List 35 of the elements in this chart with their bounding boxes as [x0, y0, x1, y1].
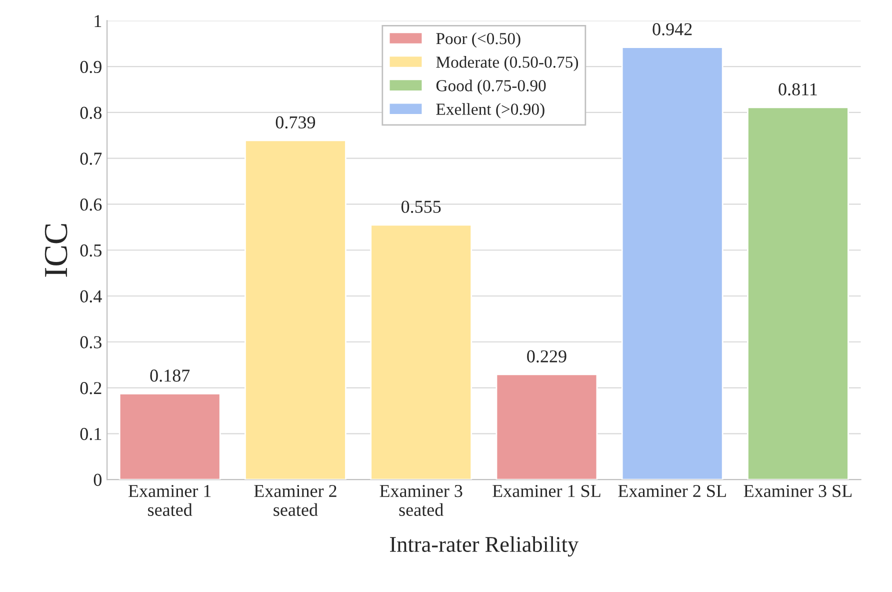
y-tick-label: 0.3	[80, 336, 102, 348]
legend-label: Moderate (0.50-0.75)	[436, 56, 578, 72]
bar	[621, 46, 724, 480]
y-tick-label: 0.1	[80, 428, 102, 440]
data-label: 0.942	[652, 23, 692, 36]
legend-label: Exellent (>0.90)	[436, 103, 544, 118]
data-label: 0.739	[276, 116, 316, 129]
x-tick-label: Examiner 2 seated	[254, 484, 336, 516]
y-tick-label: 1	[94, 15, 102, 27]
x-tick-label: Examiner 2 SL	[618, 484, 726, 498]
bar	[496, 374, 598, 480]
x-axis-title: Intra-rater Reliability	[390, 536, 579, 557]
y-tick-label: 0.8	[80, 106, 102, 119]
data-label: 0.811	[778, 83, 817, 96]
data-label: 0.229	[527, 350, 566, 363]
x-tick-label: Examiner 3 SL	[744, 484, 852, 498]
x-tick-label: Examiner 1 SL	[492, 484, 600, 498]
y-tick-label: 0.7	[80, 152, 102, 165]
y-tick-label: 0.5	[80, 244, 102, 257]
y-tick-label: 0.6	[80, 198, 102, 211]
legend-label: Poor (<0.50)	[436, 32, 520, 48]
x-tick-label: Examiner 3 seated	[380, 484, 462, 516]
x-tick-label: Examiner 1 seated	[128, 484, 211, 516]
y-tick-label: 0.9	[80, 60, 102, 74]
bar	[244, 140, 346, 480]
y-tick-label: 0	[94, 474, 102, 486]
bar	[370, 224, 472, 480]
y-tick-label: 0.2	[80, 382, 102, 394]
bar	[747, 106, 849, 480]
y-axis-title: ICC	[44, 224, 68, 277]
data-label: 0.555	[401, 200, 441, 213]
bar	[118, 393, 221, 480]
y-tick-label: 0.4	[80, 290, 102, 303]
legend-label: Good (0.75-0.90	[436, 80, 546, 95]
data-label: 0.187	[150, 370, 190, 382]
